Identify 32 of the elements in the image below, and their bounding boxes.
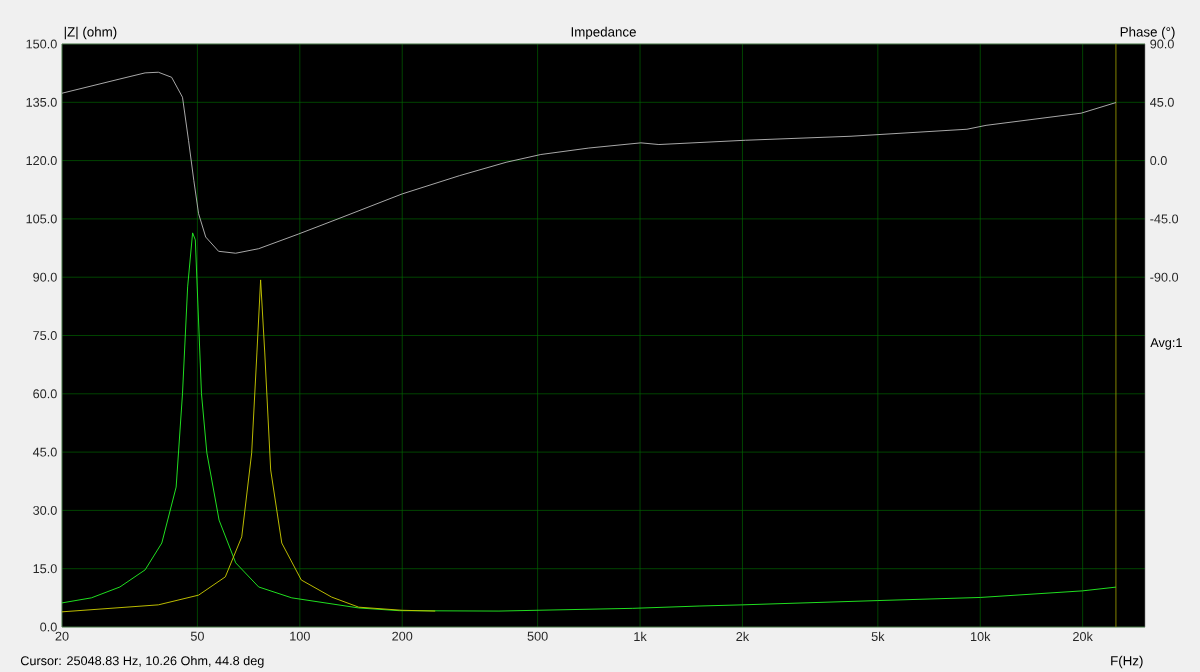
y-tick-label: 90.0 xyxy=(33,272,57,282)
y-tick-label: 135.0 xyxy=(26,97,57,107)
x-tick-label: 500 xyxy=(527,631,548,641)
y-tick-label: 105.0 xyxy=(26,214,57,224)
text: Avg:1 xyxy=(1150,338,1182,350)
y-tick-label: 30.0 xyxy=(33,505,57,515)
y-tick-label: 15.0 xyxy=(33,564,57,574)
y2-tick-label: 45.0 xyxy=(1150,97,1174,107)
x-tick-label: 20 xyxy=(55,631,69,641)
x-tick-label: 2k xyxy=(736,631,750,641)
x-tick-label: 1k xyxy=(634,631,647,641)
x-axis-title: F(Hz) xyxy=(1111,655,1143,669)
x-tick-label: 200 xyxy=(392,631,413,641)
x-tick-label: 50 xyxy=(190,631,204,641)
y-tick-label: 0.0 xyxy=(40,622,57,632)
y2-tick-label: -45.0 xyxy=(1150,214,1179,224)
y2-axis-title: Phase (°) xyxy=(1120,26,1175,40)
y-tick-label: 120.0 xyxy=(26,156,57,166)
y-tick-label: 75.0 xyxy=(33,331,57,340)
y2-tick-label: 90.0 xyxy=(1150,39,1174,49)
y-tick-label: 60.0 xyxy=(33,389,57,399)
y2-tick-label: -90.0 xyxy=(1150,272,1179,282)
text: Cursor: 25048.83 Hz, 10.26 Ohm, 44.8 deg xyxy=(20,655,264,668)
y-tick-label: 45.0 xyxy=(32,447,57,457)
x-tick-label: 100 xyxy=(290,631,310,641)
chart-title: Impedance xyxy=(571,26,636,40)
x-tick-label: 10k xyxy=(971,631,991,642)
y2-tick-label: 0.0 xyxy=(1150,156,1167,166)
x-tick-label: 20k xyxy=(1073,631,1093,642)
x-tick-label: 5k xyxy=(871,631,885,642)
y-tick-label: 150.0 xyxy=(26,39,57,49)
y-axis-title: |Z| (ohm) xyxy=(64,26,117,40)
